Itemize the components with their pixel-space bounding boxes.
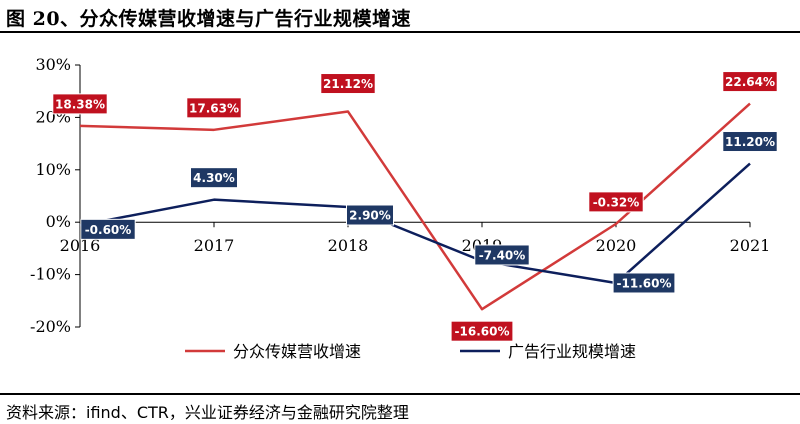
- data-label: -16.60%: [455, 325, 510, 339]
- data-label: -0.32%: [593, 195, 640, 209]
- data-label: 17.63%: [189, 101, 239, 115]
- y-tick-label: 0%: [46, 212, 71, 231]
- data-label-box: [190, 167, 238, 189]
- data-label: 2.90%: [349, 209, 391, 223]
- data-label-box: [80, 218, 136, 240]
- data-label: -0.60%: [85, 223, 132, 237]
- data-label-box: [450, 320, 514, 342]
- y-tick-label: 30%: [35, 55, 71, 74]
- data-label: 4.30%: [193, 171, 235, 185]
- y-tick-label: 10%: [35, 160, 71, 179]
- data-label: 21.12%: [323, 77, 373, 91]
- legend-label-2: 广告行业规模增速: [508, 342, 636, 361]
- data-label-box: [722, 71, 778, 93]
- data-label: -7.40%: [479, 248, 526, 262]
- y-tick-label: -20%: [30, 317, 71, 336]
- x-tick-label: 2018: [328, 236, 369, 255]
- data-label-box: [320, 73, 376, 95]
- legend-label-1: 分众传媒营收增速: [233, 342, 361, 361]
- data-label-box: [52, 93, 108, 115]
- source-note: 资料来源：ifind、CTR，兴业证券经济与金融研究院整理: [6, 403, 409, 422]
- data-label: 11.20%: [725, 135, 775, 149]
- series-line-2: [79, 162, 751, 285]
- source-rule: [0, 393, 800, 395]
- data-label: -11.60%: [617, 276, 672, 290]
- data-label-box: [186, 97, 242, 119]
- data-label: 18.38%: [55, 97, 105, 111]
- x-tick-label: 2020: [596, 236, 637, 255]
- data-label-box: [474, 244, 530, 266]
- data-label: 22.64%: [725, 75, 775, 89]
- chart-title: 图 20、分众传媒营收增速与广告行业规模增速: [6, 8, 412, 30]
- data-label-box: [722, 131, 778, 153]
- y-tick-label: -10%: [30, 265, 71, 284]
- x-tick-label: 2016: [60, 236, 101, 255]
- x-tick-label: 2017: [194, 236, 235, 255]
- data-label-box: [588, 191, 644, 213]
- data-label-box: [346, 204, 394, 226]
- title-rule: [0, 31, 800, 33]
- x-tick-label: 2021: [730, 236, 771, 255]
- data-label-box: [612, 272, 676, 294]
